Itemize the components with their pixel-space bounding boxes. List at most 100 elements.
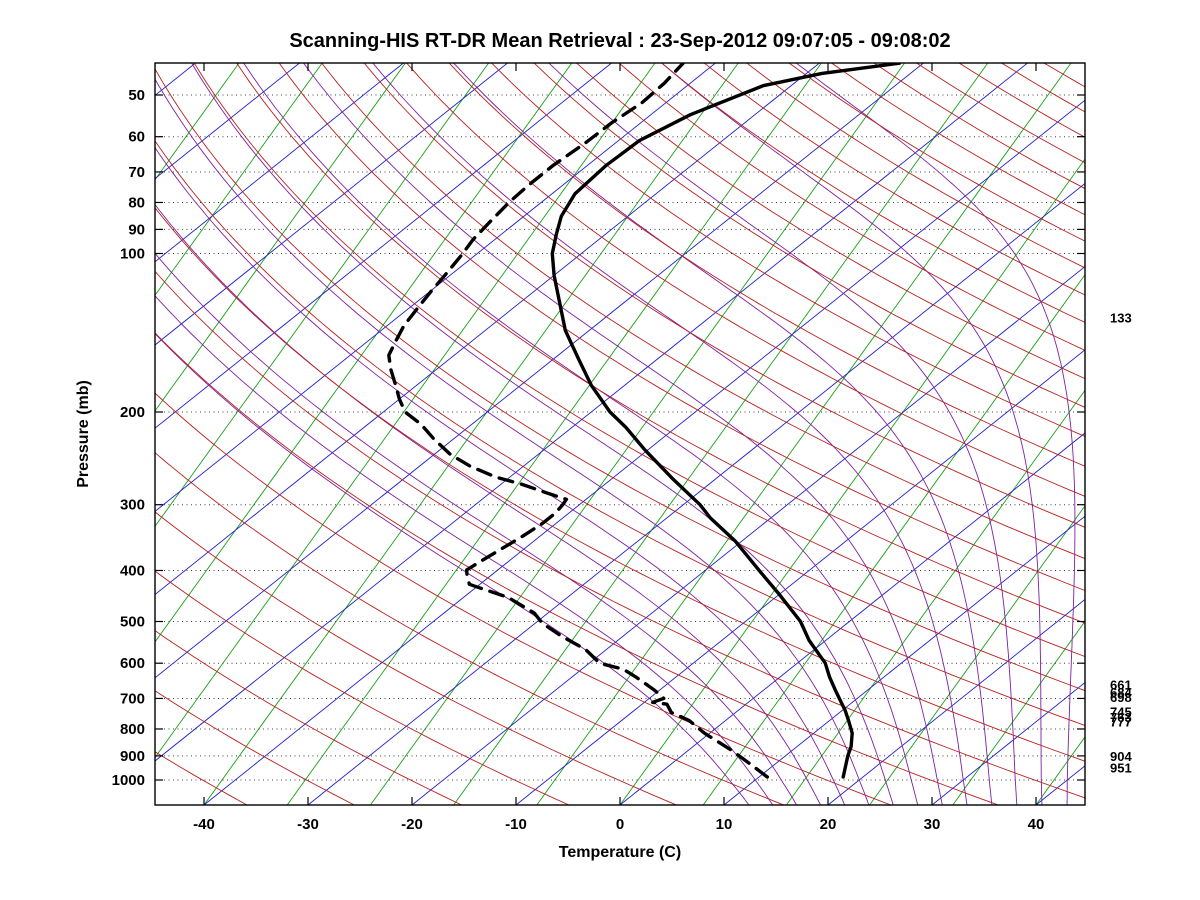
mixing-ratio-line — [155, 63, 323, 297]
axis-labels: 5060708090100200300400500600700800900100… — [75, 87, 1044, 861]
moist-adiabat-line — [661, 63, 1043, 805]
mixing-ratio-line — [370, 63, 906, 805]
chart-title: Scanning-HIS RT-DR Mean Retrieval : 23-S… — [289, 30, 951, 52]
moist-adiabat-line — [796, 63, 1076, 805]
moist-adiabat-line — [155, 203, 822, 805]
dry-adiabat-line — [1129, 63, 1200, 805]
isotherm-line — [155, 63, 716, 512]
isotherm-line — [515, 349, 1085, 805]
moist-adiabat-line — [155, 252, 797, 805]
dry-adiabat-line — [0, 63, 140, 805]
isotherm-line — [155, 63, 300, 180]
dry-adiabat-line — [533, 63, 1085, 408]
dry-adiabat-line — [155, 206, 1085, 762]
y-tick-label: 1000 — [112, 772, 145, 789]
isotherm-line — [155, 63, 196, 96]
pressure-level-label: 951 — [1110, 761, 1132, 776]
pressure-level-label: 904 — [1110, 749, 1132, 764]
dry-adiabat-line — [155, 630, 462, 805]
x-tick-label: -10 — [505, 816, 527, 833]
axis-ticks — [155, 63, 1085, 805]
dry-adiabat-line — [661, 63, 1085, 323]
dry-adiabat-line — [155, 67, 1085, 692]
trace-dew_point — [387, 63, 769, 779]
dry-adiabat-line — [1172, 63, 1200, 805]
moist-adiabat-line — [372, 63, 968, 805]
y-tick-label: 500 — [120, 614, 145, 631]
dry-adiabat-line — [155, 570, 570, 805]
isotherm-line — [155, 63, 612, 429]
moist-adiabat-line — [191, 63, 894, 805]
isotherm-line — [619, 432, 1085, 805]
isotherm-line — [203, 99, 1085, 805]
pressure-level-label: 661 — [1110, 677, 1132, 692]
y-tick-label: 900 — [120, 748, 145, 765]
x-tick-label: 10 — [716, 816, 733, 833]
x-tick-label: 40 — [1028, 816, 1045, 833]
y-tick-label: 400 — [120, 562, 145, 579]
y-axis-title: Pressure (mb) — [75, 380, 92, 488]
mixing-ratio-line — [702, 273, 1085, 805]
dry-adiabat-line — [155, 690, 355, 805]
mixing-ratio-line — [155, 63, 573, 643]
dry-adiabat-line — [321, 63, 1085, 560]
pressure-level-label: 133 — [1110, 311, 1132, 326]
mixing-ratio-line — [952, 620, 1085, 805]
y-tick-label: 200 — [120, 404, 145, 421]
isotherm-line — [931, 682, 1085, 805]
dry-adiabat-line — [704, 63, 1085, 296]
dry-adiabat-line — [155, 140, 1085, 726]
trace-temperature — [550, 63, 902, 779]
mixing-ratio-line — [453, 63, 989, 805]
y-tick-label: 70 — [128, 164, 145, 181]
dry-adiabat-line — [363, 63, 1085, 528]
y-tick-label: 50 — [128, 87, 145, 104]
dry-adiabat-line — [619, 63, 1085, 351]
moist-adiabat-line — [155, 295, 774, 805]
moist-adiabat-line — [303, 63, 943, 805]
background-lines — [0, 63, 1200, 805]
dry-adiabat-line — [193, 63, 1085, 658]
isotherm-line — [155, 63, 820, 596]
dry-adiabat-line — [789, 63, 1085, 242]
isotherm-line — [155, 63, 1028, 762]
pressure-level-label: 745 — [1110, 705, 1132, 720]
pressure-level-label: 777 — [1110, 714, 1132, 729]
x-tick-label: -30 — [297, 816, 319, 833]
y-tick-label: 80 — [128, 194, 145, 211]
mixing-ratio-line — [286, 63, 822, 805]
pressure-gridlines — [155, 94, 1085, 781]
dry-adiabat-line — [576, 63, 1085, 380]
mixing-ratio-line — [536, 63, 1072, 805]
dry-adiabat-line — [155, 332, 999, 805]
isotherm-line — [827, 598, 1085, 805]
plot-frame — [154, 62, 1086, 806]
dry-adiabat-line — [406, 63, 1085, 497]
dry-adiabat-line — [1001, 63, 1085, 113]
moist-adiabat-line — [155, 146, 846, 805]
dry-adiabat-line — [236, 63, 1085, 624]
y-tick-label: 800 — [120, 721, 145, 738]
moist-adiabat-line — [243, 63, 919, 805]
isotherm-line — [155, 63, 508, 346]
pressure-level-label: 763 — [1110, 710, 1132, 725]
mixing-ratio-line — [786, 389, 1085, 805]
moist-adiabat-line — [155, 332, 750, 805]
dry-adiabat-line — [831, 63, 1085, 216]
isotherm-line — [155, 63, 404, 263]
dry-adiabat-line — [491, 63, 1085, 438]
mixing-ratio-line — [869, 505, 1085, 805]
dry-adiabat-line — [278, 63, 1085, 592]
pressure-level-label: 698 — [1110, 690, 1132, 705]
y-tick-label: 300 — [120, 497, 145, 514]
x-tick-label: 20 — [820, 816, 837, 833]
moist-adiabat-line — [155, 78, 870, 805]
x-tick-label: -20 — [401, 816, 423, 833]
moist-adiabat-line — [548, 63, 1018, 805]
dry-adiabat-line — [155, 511, 677, 805]
mixing-ratio-line — [155, 63, 406, 412]
y-tick-label: 700 — [120, 690, 145, 707]
y-tick-label: 100 — [120, 246, 145, 263]
